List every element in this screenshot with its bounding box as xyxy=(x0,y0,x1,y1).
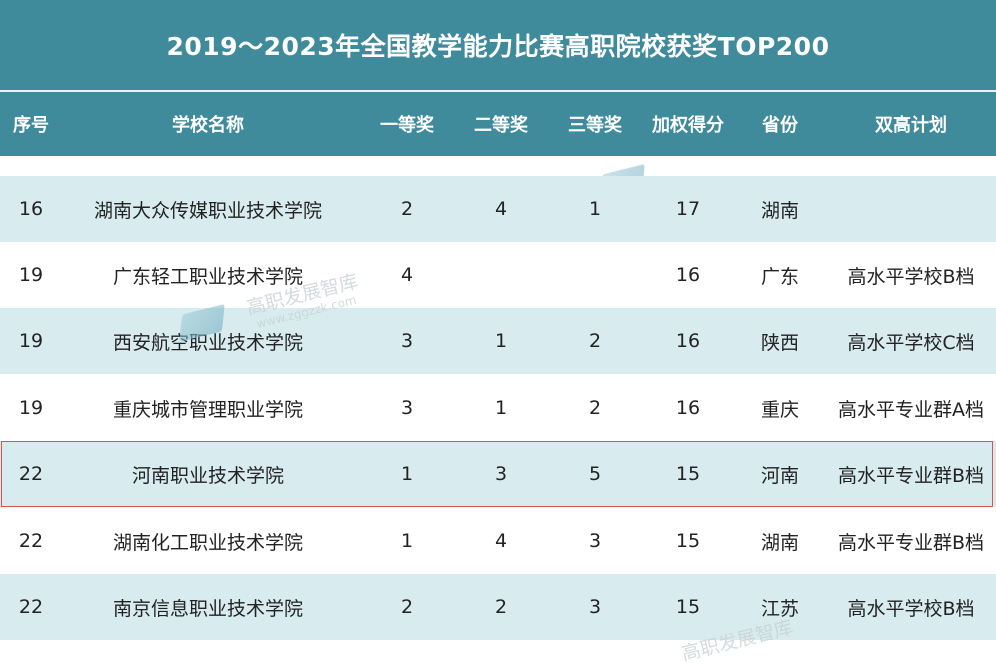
cell-province: 广东 xyxy=(760,265,799,288)
cell-second-prize: 4 xyxy=(494,530,508,552)
cell-school: 重庆城市管理职业学院 xyxy=(112,398,303,421)
cell-rank: 19 xyxy=(18,264,44,286)
table-header-row: 序号 学校名称 一等奖 二等奖 三等奖 加权得分 省份 双高计划 xyxy=(0,92,996,156)
cell-second-prize: 1 xyxy=(494,330,508,352)
cell-weighted-score: 15 xyxy=(675,596,701,618)
cell-first-prize: 1 xyxy=(400,463,414,485)
cell-first-prize: 2 xyxy=(400,596,414,618)
cell-first-prize: 4 xyxy=(400,264,414,286)
cell-province: 河南 xyxy=(760,464,799,487)
table-row: 19 重庆城市管理职业学院 3 1 2 16 重庆 高水平专业群A档 xyxy=(0,375,996,441)
cell-school: 湖南大众传媒职业技术学院 xyxy=(93,199,322,222)
cell-weighted-score: 16 xyxy=(675,264,701,286)
bottom-strip xyxy=(0,640,996,649)
title-divider xyxy=(0,90,996,92)
table-row: 19 广东轻工职业技术学院 4 16 广东 高水平学校B档 xyxy=(0,242,996,308)
table-row: 22 南京信息职业技术学院 2 2 3 15 江苏 高水平学校B档 xyxy=(0,574,996,640)
header-double-high-plan: 双高计划 xyxy=(875,115,947,136)
cell-third-prize: 3 xyxy=(588,596,602,618)
cell-rank: 22 xyxy=(18,530,44,552)
cell-second-prize xyxy=(454,242,548,308)
cell-province: 江苏 xyxy=(760,597,799,620)
cell-first-prize: 2 xyxy=(400,198,414,220)
cell-third-prize xyxy=(548,242,642,308)
cell-first-prize: 3 xyxy=(400,330,414,352)
cell-weighted-score: 17 xyxy=(675,198,701,220)
cell-third-prize: 3 xyxy=(588,530,602,552)
header-weighted-score: 加权得分 xyxy=(652,115,724,136)
cell-province: 重庆 xyxy=(760,398,799,421)
cell-province: 湖南 xyxy=(760,531,799,554)
header-third-prize: 三等奖 xyxy=(568,115,622,136)
header-province: 省份 xyxy=(762,115,798,136)
cell-school: 广东轻工职业技术学院 xyxy=(112,265,303,288)
table-title: 2019～2023年全国教学能力比赛高职院校获奖TOP200 xyxy=(0,0,996,90)
cell-weighted-score: 15 xyxy=(675,463,701,485)
cell-school: 南京信息职业技术学院 xyxy=(112,597,303,620)
header-first-prize: 一等奖 xyxy=(380,115,434,136)
cell-rank: 19 xyxy=(18,330,44,352)
cell-school: 湖南化工职业技术学院 xyxy=(112,531,303,554)
table-row-highlighted: 22 河南职业技术学院 1 3 5 15 河南 高水平专业群B档 xyxy=(0,441,996,507)
cell-rank: 19 xyxy=(18,397,44,419)
cell-double-high-plan: 高水平专业群B档 xyxy=(837,464,985,487)
cell-third-prize: 1 xyxy=(588,198,602,220)
cell-rank: 16 xyxy=(18,198,44,220)
table-row: 19 西安航空职业技术学院 3 1 2 16 陕西 高水平学校C档 xyxy=(0,308,996,374)
cell-weighted-score: 16 xyxy=(675,330,701,352)
cell-second-prize: 2 xyxy=(494,596,508,618)
cell-school: 河南职业技术学院 xyxy=(131,464,284,487)
header-school: 学校名称 xyxy=(172,115,244,136)
cell-province: 湖南 xyxy=(760,199,799,222)
header-rank: 序号 xyxy=(13,115,49,136)
header-second-prize: 二等奖 xyxy=(474,115,528,136)
cell-double-high-plan: 高水平专业群B档 xyxy=(837,531,985,554)
cell-rank: 22 xyxy=(18,596,44,618)
table-row: 22 湖南化工职业技术学院 1 4 3 15 湖南 高水平专业群B档 xyxy=(0,508,996,574)
cell-third-prize: 2 xyxy=(588,397,602,419)
cell-first-prize: 1 xyxy=(400,530,414,552)
cell-school: 西安航空职业技术学院 xyxy=(112,331,303,354)
cell-double-high-plan: 高水平学校C档 xyxy=(847,331,975,354)
cell-double-high-plan: 高水平学校B档 xyxy=(847,265,975,288)
header-gap xyxy=(0,156,996,176)
cell-province: 陕西 xyxy=(760,331,799,354)
cell-double-high-plan: 高水平学校B档 xyxy=(847,597,975,620)
cell-weighted-score: 15 xyxy=(675,530,701,552)
table-row: 16 湖南大众传媒职业技术学院 2 4 1 17 湖南 xyxy=(0,176,996,242)
cell-double-high-plan xyxy=(826,176,996,242)
cell-rank: 22 xyxy=(18,463,44,485)
cell-third-prize: 2 xyxy=(588,330,602,352)
cell-second-prize: 4 xyxy=(494,198,508,220)
cell-second-prize: 1 xyxy=(494,397,508,419)
cell-weighted-score: 16 xyxy=(675,397,701,419)
cell-first-prize: 3 xyxy=(400,397,414,419)
cell-double-high-plan: 高水平专业群A档 xyxy=(838,398,984,421)
cell-third-prize: 5 xyxy=(588,463,602,485)
cell-second-prize: 3 xyxy=(494,463,508,485)
